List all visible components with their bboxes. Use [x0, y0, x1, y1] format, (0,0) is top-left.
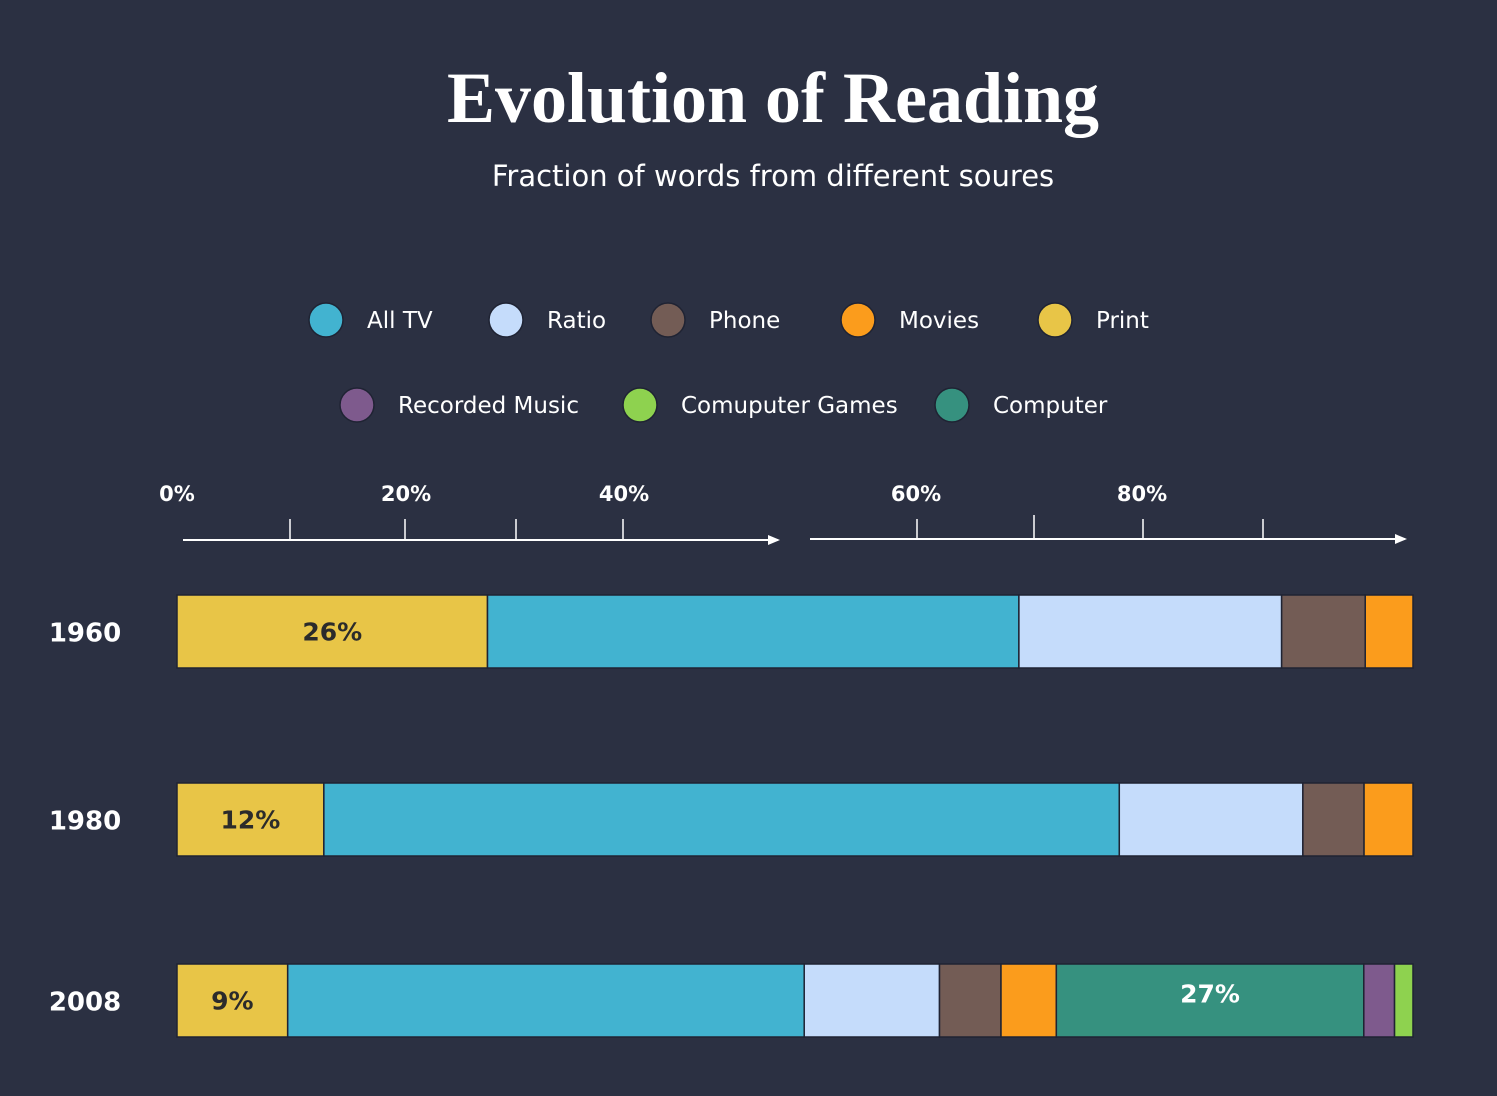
bar-1980-print	[176, 782, 325, 857]
bar-2008-phone	[938, 963, 1002, 1038]
legend-swatch-all-tv	[308, 302, 344, 338]
legend-swatch-phone	[650, 302, 686, 338]
chart-subtitle: Fraction of words from different soures	[492, 159, 1054, 193]
bar-2008-all-tv	[286, 963, 805, 1038]
legend-swatch-comuputer-games	[622, 387, 658, 423]
tick-label-60: 60%	[891, 482, 941, 506]
category-label-2008: 2008	[49, 988, 121, 1018]
bar-1960-movies	[1364, 594, 1414, 669]
legend-label-movies: Movies	[899, 308, 979, 334]
legend: All TV Ratio Phone Movies Print Recorded Musi…	[308, 302, 1149, 423]
bar-2008-computer	[1055, 963, 1365, 1038]
bar-1980-movies	[1363, 782, 1414, 857]
legend-label-phone: Phone	[709, 308, 780, 334]
category-label-1980: 1980	[49, 807, 121, 837]
legend-swatch-print	[1037, 302, 1073, 338]
bar-1960-all-tv	[486, 594, 1020, 669]
bar-2008-ratio	[803, 963, 941, 1038]
bar-1980-phone	[1302, 782, 1365, 857]
bars: 1960 26% 1980 12% 2008 9% 27%	[49, 594, 1414, 1038]
legend-label-print: Print	[1096, 308, 1149, 334]
legend-swatch-computer	[934, 387, 970, 423]
tick-label-0: 0%	[159, 482, 195, 506]
legend-label-recorded-music: Recorded Music	[398, 393, 579, 419]
data-label-2008-print: 9%	[211, 987, 253, 1016]
legend-label-comuputer-games: Comuputer Games	[681, 393, 898, 419]
bar-2008-print	[176, 963, 289, 1038]
bar-2008-comuputer-games	[1393, 963, 1414, 1038]
category-label-1960: 1960	[49, 619, 121, 649]
legend-swatch-ratio	[488, 302, 524, 338]
legend-swatch-recorded-music	[339, 387, 375, 423]
data-label-1960-print: 26%	[302, 618, 362, 647]
bar-2008-recorded-music	[1363, 963, 1396, 1038]
chart-title: Evolution of Reading	[447, 58, 1099, 138]
legend-label-all-tv: All TV	[367, 308, 433, 334]
data-label-2008-computer: 27%	[1180, 980, 1240, 1009]
bar-1980-ratio	[1118, 782, 1304, 857]
bar-2008-movies	[1000, 963, 1058, 1038]
bar-1960-ratio	[1018, 594, 1283, 669]
legend-swatch-movies	[840, 302, 876, 338]
data-label-1980-print: 12%	[221, 806, 281, 835]
legend-label-ratio: Ratio	[547, 308, 606, 334]
tick-label-80: 80%	[1117, 482, 1167, 506]
bar-1960-phone	[1280, 594, 1366, 669]
tick-label-40: 40%	[599, 482, 649, 506]
bar-1980-all-tv	[323, 782, 1121, 857]
tick-label-20: 20%	[381, 482, 431, 506]
legend-label-computer: Computer	[993, 393, 1108, 419]
x-axis: 0% 20% 40% 60% 80%	[159, 482, 1407, 545]
